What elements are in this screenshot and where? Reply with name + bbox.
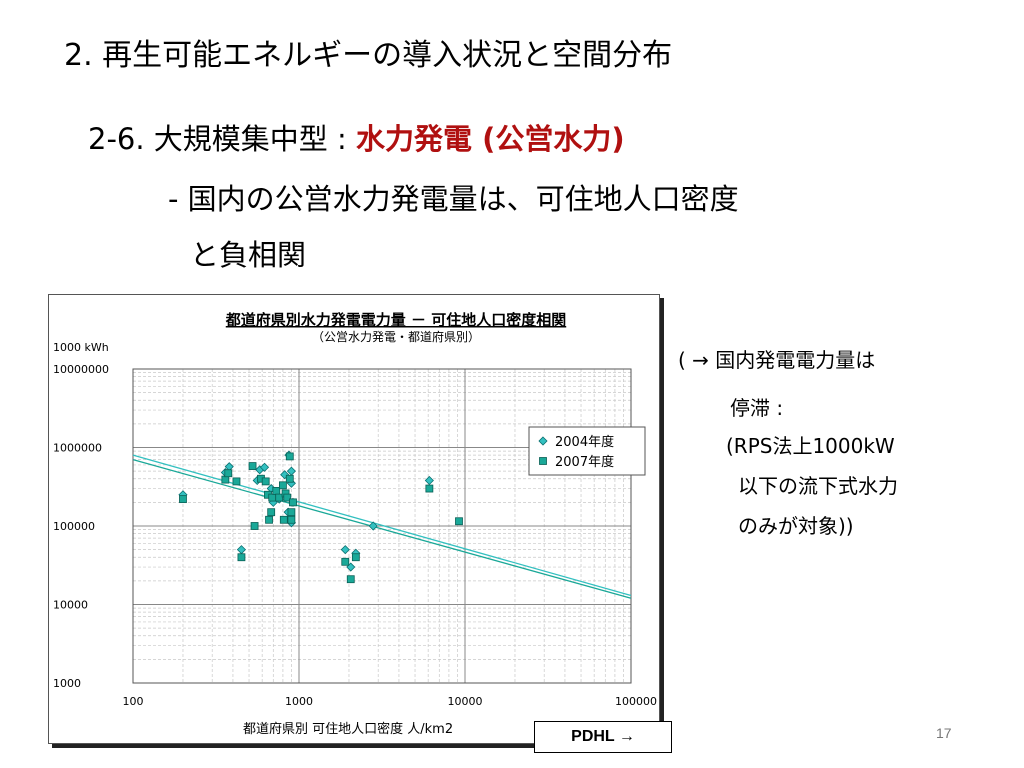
note-line-5: のみが対象)) xyxy=(738,514,854,538)
data-point-2007 xyxy=(265,515,273,524)
data-point-2007 xyxy=(351,553,360,562)
data-point-2007 xyxy=(346,575,355,584)
y-tick-label: 10000 xyxy=(53,599,88,612)
slide-title: 2. 再生可能エネルギーの導入状況と空間分布 xyxy=(64,38,673,73)
data-point-2007 xyxy=(285,452,294,461)
legend-entry: 2007年度 xyxy=(555,454,614,470)
data-point-2007 xyxy=(250,522,259,530)
data-point-2007 xyxy=(289,498,297,507)
legend-marker-2007 xyxy=(539,457,547,465)
note-line-1: ( → 国内発電電力量は xyxy=(678,348,876,372)
data-point-2004 xyxy=(424,475,434,486)
data-point-2007 xyxy=(261,477,270,486)
data-point-2007 xyxy=(237,553,246,562)
data-point-2007 xyxy=(455,517,463,526)
pdhl-button[interactable]: PDHL → xyxy=(534,721,672,753)
x-axis-label: 都道府県別 可住地人口密度 人/km2 xyxy=(243,721,453,737)
subtitle-highlight: 水力発電 (公営水力) xyxy=(356,122,625,156)
page-number: 17 xyxy=(936,725,952,741)
data-point-2004 xyxy=(340,545,350,555)
bullet-line-1: - 国内の公営水力発電量は、可住地人口密度 xyxy=(168,182,739,216)
legend-marker-2004 xyxy=(538,436,548,446)
legend-entry: 2004年度 xyxy=(555,434,614,450)
data-point-2007 xyxy=(287,508,296,517)
y-tick-label: 1000 xyxy=(53,677,81,690)
note-line-3: (RPS法上1000kW xyxy=(726,434,895,458)
data-point-2007 xyxy=(248,462,257,470)
slide-subtitle: 2-6. 大規模集中型 : 水力発電 (公営水力) xyxy=(88,122,625,157)
data-point-2007 xyxy=(285,474,294,483)
data-point-2007 xyxy=(268,493,277,502)
chart-title: 都道府県別水力発電電力量 － 可住地人口密度相関 xyxy=(225,311,566,329)
data-point-2007 xyxy=(232,477,241,486)
data-point-2007 xyxy=(279,515,288,524)
legend-box xyxy=(528,426,646,476)
plot-border xyxy=(132,368,632,684)
data-point-2007 xyxy=(287,515,296,524)
bullet-line-2: と負相関 xyxy=(190,238,307,272)
y-tick-label: 10000000 xyxy=(53,363,109,376)
data-point-2007 xyxy=(425,484,434,493)
data-point-2007 xyxy=(279,481,287,490)
trendline xyxy=(132,454,632,597)
note-line-2: 停滞 : xyxy=(730,396,784,420)
data-point-2004 xyxy=(259,462,270,472)
data-point-2007 xyxy=(224,469,233,478)
data-point-2007 xyxy=(275,493,284,502)
chart-subtitle: （公営水力発電・都道府県別） xyxy=(312,329,480,344)
trendline xyxy=(132,459,632,599)
data-point-2007 xyxy=(283,493,292,502)
y-tick-label: 1000000 xyxy=(53,442,102,455)
x-tick-label: 1000 xyxy=(285,695,313,708)
y-tick-label: 100000 xyxy=(53,520,95,533)
y-axis-unit-label: 1000 kWh xyxy=(53,341,109,354)
data-point-2007 xyxy=(221,475,230,484)
scatter-chart: 都道府県別水力発電電力量 － 可住地人口密度相関（公営水力発電・都道府県別） 10… xyxy=(53,311,657,737)
x-tick-label: 100 xyxy=(123,695,144,708)
data-point-2004 xyxy=(368,521,378,531)
data-point-2007 xyxy=(179,495,187,504)
note-line-4: 以下の流下式水力 xyxy=(738,474,898,498)
data-point-2007 xyxy=(272,486,281,495)
data-point-2007 xyxy=(267,508,276,517)
data-point-2007 xyxy=(341,557,350,566)
x-tick-label: 100000 xyxy=(615,695,657,708)
chart-frame: 都道府県別水力発電電力量 － 可住地人口密度相関 （公営水力発電・都道府県別） 10… xyxy=(48,294,660,744)
x-tick-label: 10000 xyxy=(448,695,483,708)
subtitle-prefix: 2-6. 大規模集中型 : xyxy=(88,122,357,156)
